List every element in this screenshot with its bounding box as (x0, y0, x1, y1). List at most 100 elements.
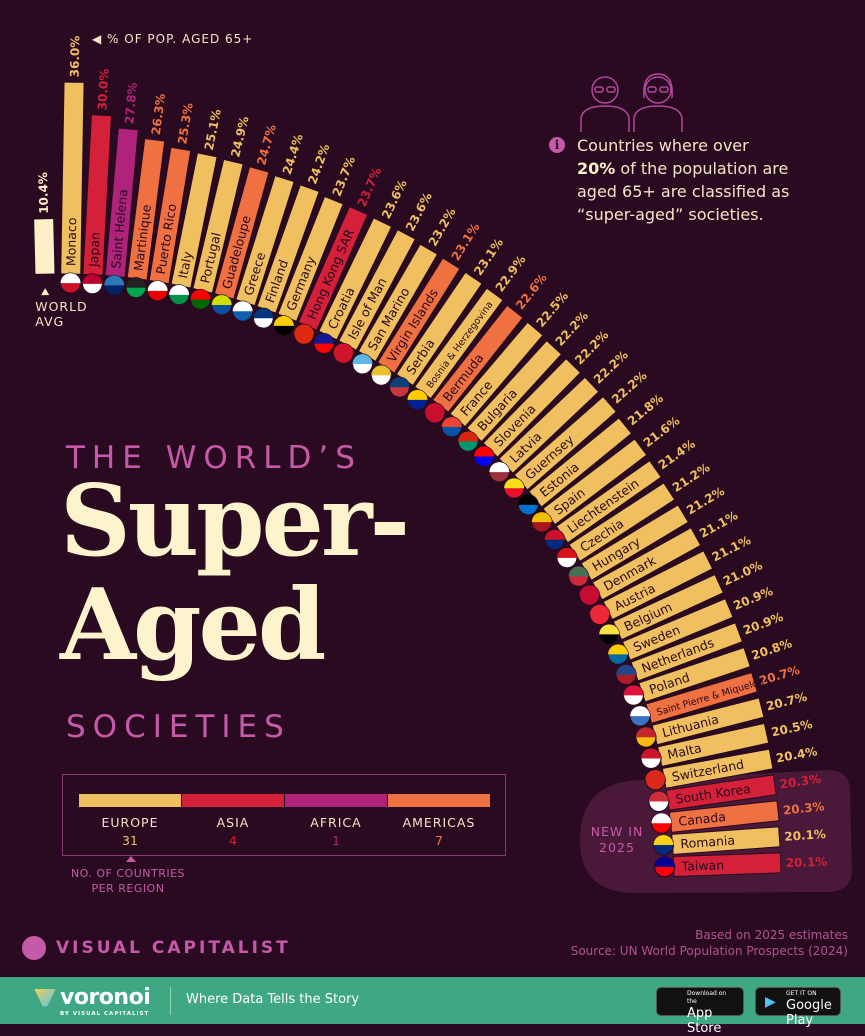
new-in-2025-label: NEW IN (591, 824, 644, 839)
legend-swatch-africa (285, 794, 387, 807)
value-label: 23.7% (330, 154, 358, 198)
world-avg-label: WORLD AVG (35, 299, 87, 329)
flag-icon (406, 389, 429, 411)
flag-half (273, 315, 294, 326)
flag-icon (252, 307, 274, 329)
country-label: Japan (86, 232, 103, 269)
value-label: 24.9% (228, 115, 251, 159)
app-store-small: Download on the (687, 990, 727, 1005)
value-label: 23.1% (449, 220, 483, 263)
flag-half (504, 478, 525, 489)
world-avg-label-line: WORLD (35, 299, 87, 314)
bar-group-40: 20.3% Canada (650, 799, 825, 834)
voronoi-logo[interactable]: voronoi (34, 985, 151, 1010)
info-note: i Countries where over 20% of the populat… (549, 134, 823, 226)
flag-icon (517, 494, 539, 516)
flag-icon (650, 812, 673, 834)
value-label: 23.2% (426, 206, 459, 249)
title-main: Super- Aged (60, 464, 410, 678)
value-label: 21.4% (656, 437, 698, 472)
bar-group-37: 20.5% Malta (640, 717, 814, 770)
flag-icon (544, 529, 566, 551)
flag-icon (125, 277, 147, 299)
flag-icon (441, 416, 463, 438)
bar-group-world-avg: 10.4% (33, 172, 56, 275)
legend-count-asia: 4 (229, 833, 237, 848)
voronoi-sub: BY VISUAL CAPITALIST (60, 1011, 150, 1017)
legend-swatch-asia (182, 794, 284, 807)
flag-icon (81, 273, 104, 295)
flag-half (531, 512, 552, 523)
value-label: 23.7% (355, 165, 385, 209)
flag-icon (629, 705, 651, 727)
flag-icon (232, 300, 254, 322)
value-label: 21.1% (710, 533, 753, 564)
value-label: 21.2% (684, 484, 727, 517)
country-label: Romania (680, 832, 736, 851)
flag-icon (531, 511, 553, 533)
brand-name: VISUAL CAPITALIST (56, 938, 291, 958)
bar-group-39: 20.3%South Korea (648, 772, 822, 813)
google-play-button[interactable]: ▶ GET IT ON Google Play (755, 987, 841, 1028)
flag-icon (503, 477, 525, 499)
source-citation: Source: UN World Population Prospects (2… (570, 944, 848, 958)
bar (33, 218, 56, 275)
flag-icon (578, 584, 601, 606)
value-label: 23.1% (471, 236, 506, 278)
flag-half (389, 377, 410, 388)
value-label: 20.1% (785, 855, 827, 870)
flag-half (544, 529, 565, 540)
value-label: 20.9% (741, 610, 785, 638)
flag-half (640, 748, 661, 759)
value-label: 21.8% (625, 391, 666, 428)
legend-label-asia: ASIA (216, 815, 250, 830)
flag-half (608, 644, 629, 655)
flag-half (630, 706, 651, 717)
voronoi-icon (34, 988, 56, 1007)
flag-icon (313, 332, 335, 355)
flag-half (654, 856, 675, 867)
info-threshold: 20% (577, 159, 616, 178)
flag-half (407, 389, 428, 400)
value-label: 20.9% (731, 584, 775, 613)
value-label: 20.8% (750, 636, 794, 663)
flag-icon (652, 834, 675, 856)
flag-half (589, 604, 610, 615)
flag-half (190, 289, 211, 300)
flag-icon (332, 342, 354, 365)
value-label: 25.1% (202, 108, 224, 152)
app-store-button[interactable]: Download on the App Store (656, 987, 744, 1036)
voronoi-wordmark: voronoi (60, 985, 151, 1010)
source-estimates: Based on 2025 estimates (695, 928, 848, 942)
flag-half (474, 446, 495, 457)
flag-icon (189, 288, 212, 311)
flag-icon (615, 664, 637, 686)
flag-half (489, 462, 510, 473)
flag-half (441, 416, 462, 427)
value-label: 22.5% (534, 289, 572, 330)
flag-half (635, 727, 656, 738)
value-label: 20.5% (770, 717, 814, 740)
new-in-2025-year: 2025 (599, 840, 635, 855)
flag-icon (103, 274, 125, 297)
title-line-super: Super- (60, 464, 410, 579)
flag-half (518, 494, 539, 505)
flag-icon (473, 445, 495, 468)
value-label: 10.4% (36, 172, 51, 214)
flag-half (424, 403, 445, 414)
brand-logo: VISUAL CAPITALIST (22, 936, 291, 960)
flag-half (458, 431, 479, 442)
legend-label-americas: AMERICAS (402, 815, 476, 830)
title-kicker: THE WORLD’S (66, 440, 362, 476)
flag-half (147, 280, 168, 291)
value-label: 23.6% (403, 190, 435, 233)
value-label: 21.1% (697, 508, 740, 540)
bar-group-1: 30.0% Japan (81, 68, 112, 295)
bar-group-3: 26.3%Martinique (125, 93, 168, 299)
flag-half (253, 308, 274, 319)
flag-half (313, 333, 334, 344)
bar-group-0: 36.0% Monaco (59, 35, 85, 294)
play-icon: ▶ (765, 994, 776, 1010)
flag-half (169, 284, 190, 295)
value-label: 24.2% (305, 142, 332, 186)
